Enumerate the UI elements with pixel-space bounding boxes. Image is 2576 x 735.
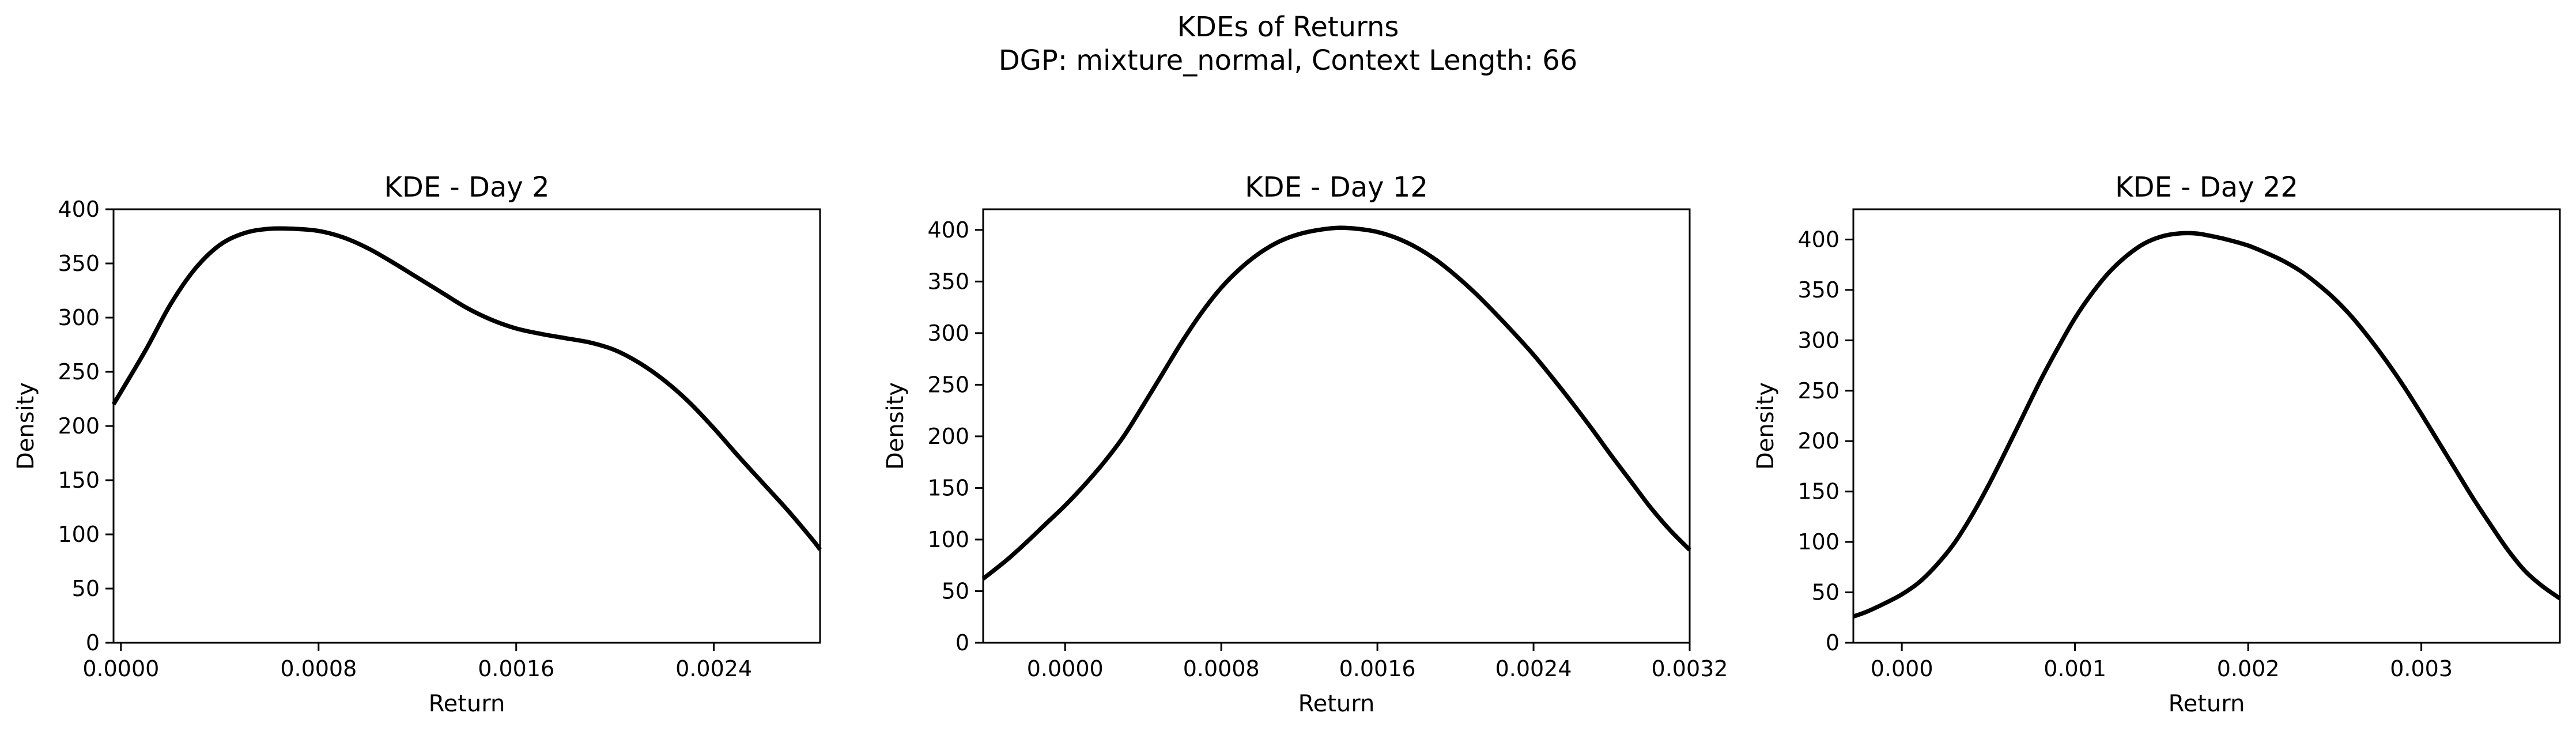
x-tick-label: 0.0008 <box>1183 656 1260 681</box>
x-tick-label: 0.0032 <box>1652 656 1728 681</box>
y-tick-label: 400 <box>58 197 100 222</box>
x-tick-label: 0.000 <box>1871 656 1933 681</box>
x-tick-label: 0.0024 <box>1495 656 1572 681</box>
y-tick-label: 150 <box>927 475 969 500</box>
x-tick-label: 0.002 <box>2217 656 2280 681</box>
y-tick-label: 400 <box>927 217 969 243</box>
y-tick-label: 0 <box>1826 630 1840 655</box>
y-tick-label: 150 <box>58 468 100 493</box>
y-axis-label: Density <box>1752 382 1779 470</box>
y-tick-label: 100 <box>927 527 969 552</box>
y-tick-label: 400 <box>1797 227 1840 252</box>
y-tick-label: 100 <box>58 522 100 547</box>
y-tick-label: 300 <box>927 321 969 346</box>
x-tick-label: 0.0008 <box>280 656 357 681</box>
y-tick-label: 250 <box>58 359 100 385</box>
kde-line <box>1852 231 2562 619</box>
x-tick-label: 0.001 <box>2044 656 2106 681</box>
y-axis-label: Density <box>882 382 909 470</box>
kde-line <box>981 225 1691 581</box>
x-tick-label: 0.003 <box>2390 656 2453 681</box>
y-tick-label: 50 <box>72 576 100 601</box>
chart-title: KDE - Day 2 <box>384 171 549 203</box>
y-tick-label: 300 <box>1797 327 1840 353</box>
y-tick-label: 100 <box>1797 529 1840 555</box>
y-tick-label: 0 <box>86 630 100 655</box>
x-axis-label: Return <box>1298 691 1375 717</box>
y-tick-label: 150 <box>1797 479 1840 504</box>
y-tick-label: 350 <box>1797 277 1840 303</box>
x-tick-label: 0.0016 <box>1339 656 1416 681</box>
chart-title: KDE - Day 22 <box>2115 171 2298 203</box>
y-tick-label: 350 <box>927 269 969 294</box>
y-tick-label: 350 <box>58 251 100 276</box>
x-tick-label: 0.0000 <box>1027 656 1104 681</box>
y-tick-label: 250 <box>927 372 969 397</box>
plot-frame <box>1852 208 2561 644</box>
x-tick-label: 0.0016 <box>478 656 554 681</box>
y-tick-label: 200 <box>58 413 100 439</box>
suptitle-line-1: KDEs of Returns <box>1177 11 1399 43</box>
y-tick-label: 250 <box>1797 378 1840 404</box>
x-axis-label: Return <box>429 691 505 717</box>
y-tick-label: 200 <box>927 424 969 449</box>
y-tick-label: 50 <box>1812 580 1840 605</box>
y-tick-label: 0 <box>955 630 969 655</box>
y-tick-label: 200 <box>1797 428 1840 454</box>
figure-suptitle: KDEs of Returns DGP: mixture_normal, Con… <box>0 10 2576 77</box>
chart-title: KDE - Day 12 <box>1245 171 1428 203</box>
plot-frame <box>982 208 1691 644</box>
y-axis-label: Density <box>13 382 39 470</box>
suptitle-line-2: DGP: mixture_normal, Context Length: 66 <box>998 44 1578 77</box>
x-tick-label: 0.0000 <box>82 656 159 681</box>
x-axis-label: Return <box>2169 691 2245 717</box>
y-tick-label: 50 <box>942 578 969 604</box>
y-tick-label: 300 <box>58 305 100 330</box>
kde-line <box>111 226 822 551</box>
x-tick-label: 0.0024 <box>675 656 752 681</box>
